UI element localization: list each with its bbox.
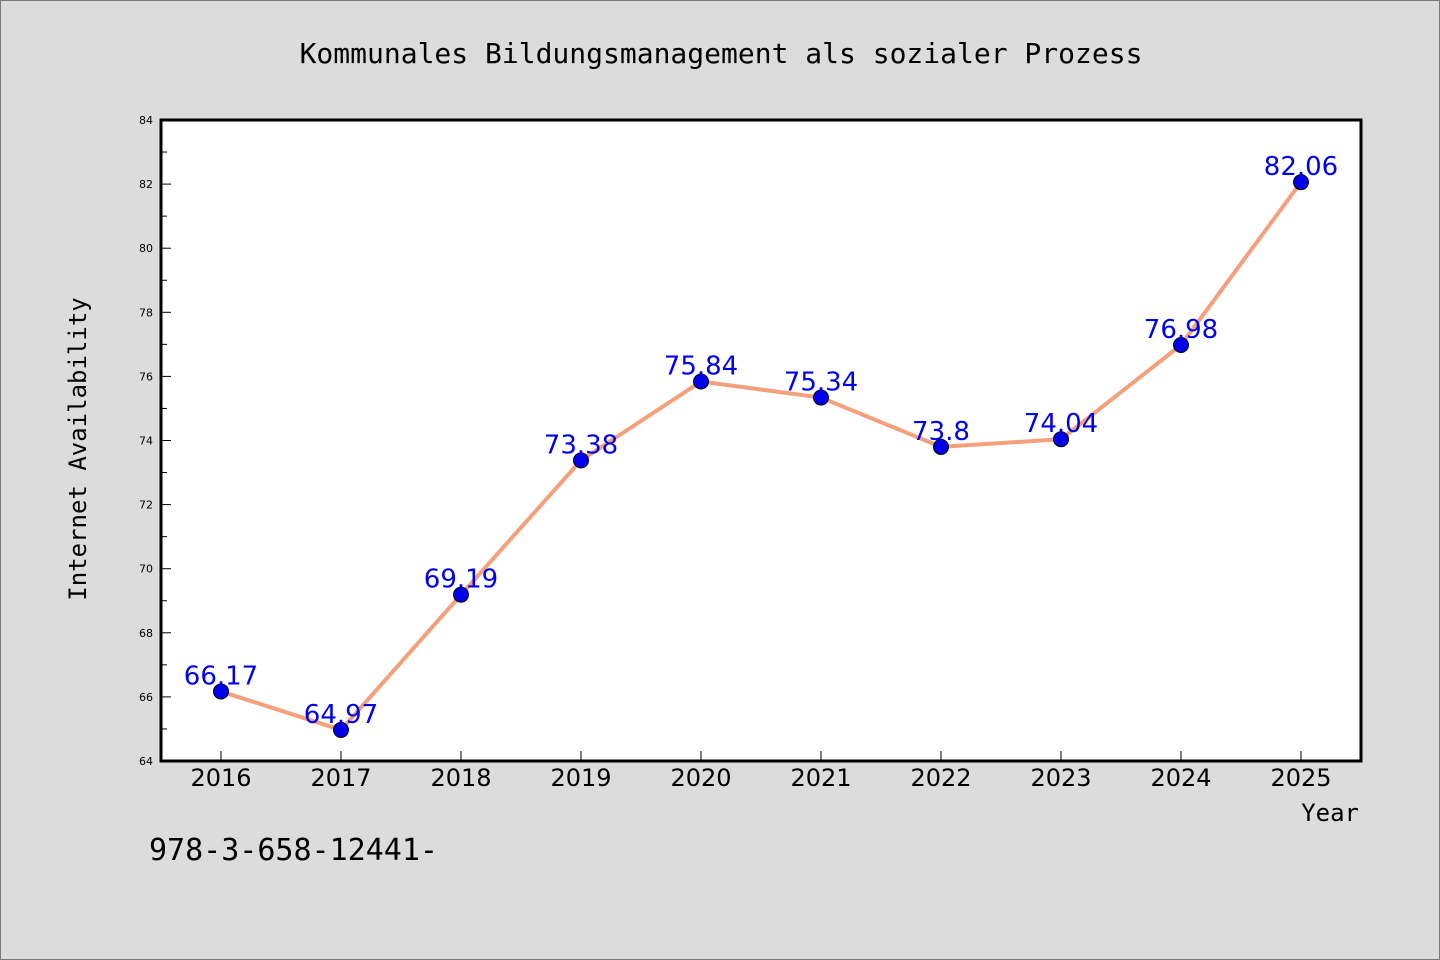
- x-tick-label: 2024: [1150, 764, 1211, 792]
- y-tick-label: 72: [139, 499, 153, 512]
- y-tick-label: 64: [139, 755, 153, 768]
- x-tick-label: 2019: [550, 764, 611, 792]
- x-tick-label: 2020: [670, 764, 731, 792]
- y-tick-label: 66: [139, 691, 153, 704]
- y-tick-label: 68: [139, 627, 153, 640]
- x-axis: 2016 2017 2018 2019 2020 2021 2022 2023 2024 2025: [190, 751, 1332, 792]
- x-tick-label: 2021: [790, 764, 851, 792]
- data-label: 66.17: [184, 661, 258, 691]
- data-label: 73.8: [912, 417, 970, 447]
- y-tick-label: 82: [139, 178, 153, 191]
- data-point: [933, 438, 949, 455]
- data-label: 73.38: [544, 430, 618, 460]
- data-label: 64.97: [304, 700, 378, 730]
- y-tick-label: 74: [139, 435, 153, 448]
- x-tick-label: 2025: [1270, 764, 1331, 792]
- x-tick-label: 2023: [1030, 764, 1091, 792]
- data-point: [693, 373, 709, 390]
- plot-area: [159, 118, 1363, 763]
- data-label: 75.84: [664, 352, 738, 382]
- y-axis: 64 66 68 70 72 74 76 78 80 82 84: [139, 114, 171, 768]
- data-point: [573, 452, 589, 469]
- x-tick-label: 2022: [910, 764, 971, 792]
- y-tick-label: 76: [139, 370, 153, 383]
- data-point: [1173, 336, 1189, 353]
- y-tick-label: 80: [139, 242, 153, 255]
- y-tick-label: 78: [139, 306, 153, 319]
- data-label: 74.04: [1024, 409, 1098, 439]
- data-point: [1053, 431, 1069, 448]
- data-point: [213, 683, 229, 700]
- series-layer: 66.17 64.97 69.19 73.38 75.84 75.34 73.8 74.04 7…: [184, 152, 1338, 738]
- data-label: 82.06: [1264, 152, 1338, 182]
- chart-title: Kommunales Bildungsmanagement als sozial…: [300, 37, 1143, 70]
- footnote-text: 978-3-658-12441-: [149, 833, 438, 868]
- series-line: [219, 180, 1303, 732]
- data-label: 69.19: [424, 565, 498, 595]
- y-axis-label: Internet Availability: [64, 297, 92, 600]
- data-label: 76.98: [1144, 315, 1218, 345]
- data-point: [1293, 174, 1309, 191]
- x-axis-label: Year: [1301, 799, 1359, 827]
- data-point: [453, 586, 469, 603]
- x-tick-label: 2018: [430, 764, 491, 792]
- x-tick-label: 2017: [310, 764, 371, 792]
- y-tick-label: 84: [139, 114, 153, 127]
- data-point: [813, 389, 829, 406]
- data-label: 75.34: [784, 368, 858, 398]
- data-point: [333, 721, 349, 738]
- y-tick-label: 70: [139, 563, 153, 576]
- x-tick-label: 2016: [190, 764, 251, 792]
